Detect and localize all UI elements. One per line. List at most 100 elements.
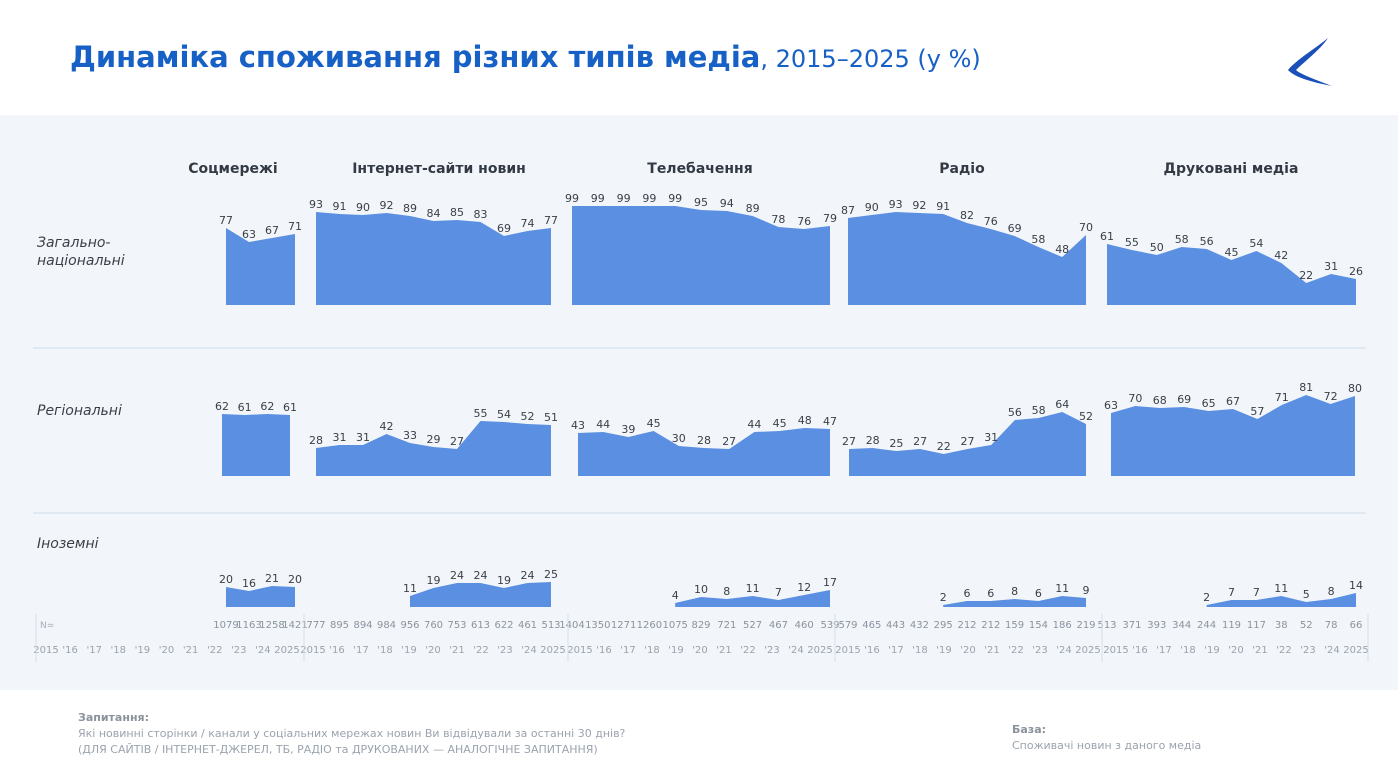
data-label: 42 [380,420,394,433]
data-label: 94 [720,197,734,210]
sample-size: 154 [1029,620,1048,631]
year-tick: '17 [888,645,903,656]
data-label: 71 [1275,391,1289,404]
year-tick: '18 [1180,645,1195,656]
year-tick: '17 [353,645,368,656]
area-series [410,582,551,607]
year-tick: '21 [449,645,464,656]
sample-size: 371 [1122,620,1141,631]
data-label: 93 [309,198,323,211]
data-label: 24 [521,569,535,582]
sample-size: 895 [330,620,349,631]
column-header: Соцмережі [188,161,277,177]
year-tick: 2025 [807,645,832,656]
year-tick: '20 [159,645,174,656]
sample-size: 1163 [236,620,261,631]
data-label: 27 [961,435,975,448]
year-tick: '24 [255,645,270,656]
sample-size: 1258 [259,620,284,631]
data-label: 99 [565,192,579,205]
data-label: 99 [668,192,682,205]
data-label: 11 [403,582,417,595]
sample-size: 513 [541,620,560,631]
data-label: 58 [1175,233,1189,246]
sample-size: 52 [1300,620,1313,631]
area-series [578,428,830,476]
data-label: 22 [1299,269,1313,282]
data-label: 91 [333,200,347,213]
data-label: 7 [775,586,782,599]
data-label: 58 [1031,233,1045,246]
sample-size: 467 [769,620,788,631]
data-label: 44 [596,418,610,431]
data-label: 6 [964,587,971,600]
year-tick: '18 [111,645,126,656]
sample-size: 753 [447,620,466,631]
data-label: 45 [1225,246,1239,259]
data-label: 56 [1200,235,1214,248]
data-label: 25 [889,437,903,450]
data-label: 52 [521,410,535,423]
year-tick: 2025 [1343,645,1368,656]
year-tick: '23 [764,645,779,656]
data-label: 45 [773,417,787,430]
area-series [316,212,551,305]
data-label: 78 [771,213,785,226]
data-label: 25 [544,568,558,581]
data-label: 50 [1150,241,1164,254]
data-label: 54 [1249,237,1263,250]
data-label: 52 [1079,410,1093,423]
sample-size: 721 [717,620,736,631]
data-label: 28 [309,434,323,447]
data-label: 55 [474,407,488,420]
data-label: 31 [356,431,370,444]
data-label: 62 [260,400,274,413]
year-tick: '16 [62,645,77,656]
sample-size: 760 [424,620,443,631]
year-tick: 2015 [567,645,592,656]
sample-size: 78 [1325,620,1338,631]
sample-size: 1350 [585,620,610,631]
data-label: 27 [450,435,464,448]
year-tick: '17 [620,645,635,656]
data-label: 92 [380,199,394,212]
area-series [226,586,295,607]
sample-size: 344 [1172,620,1191,631]
data-label: 8 [1011,585,1018,598]
data-label: 69 [1008,222,1022,235]
area-series [1206,593,1356,607]
data-label: 28 [697,434,711,447]
sample-size: 212 [981,620,1000,631]
year-tick: '17 [86,645,101,656]
area-series [316,421,551,476]
sample-size: 527 [743,620,762,631]
data-label: 56 [1008,406,1022,419]
sample-size: 539 [820,620,839,631]
sample-size: 432 [910,620,929,631]
sample-size: 956 [400,620,419,631]
data-label: 16 [242,577,256,590]
data-label: 77 [544,214,558,227]
data-label: 39 [621,423,635,436]
data-label: 54 [497,408,511,421]
data-label: 47 [823,415,837,428]
data-label: 8 [723,585,730,598]
year-tick: '24 [1324,645,1339,656]
data-label: 31 [1324,260,1338,273]
year-tick: '22 [473,645,488,656]
data-label: 63 [242,228,256,241]
year-tick: '19 [1204,645,1219,656]
data-label: 90 [865,201,879,214]
year-tick: '16 [596,645,611,656]
data-label: 91 [936,200,950,213]
data-label: 28 [866,434,880,447]
data-label: 83 [474,208,488,221]
base-text: Споживачі новин з даного медіа [1012,739,1202,752]
data-label: 7 [1253,586,1260,599]
year-tick: '23 [1300,645,1315,656]
sample-size: 894 [353,620,372,631]
year-tick: '20 [692,645,707,656]
data-label: 10 [694,583,708,596]
data-label: 33 [403,429,417,442]
title-sub: , 2015–2025 (у %) [760,45,981,73]
